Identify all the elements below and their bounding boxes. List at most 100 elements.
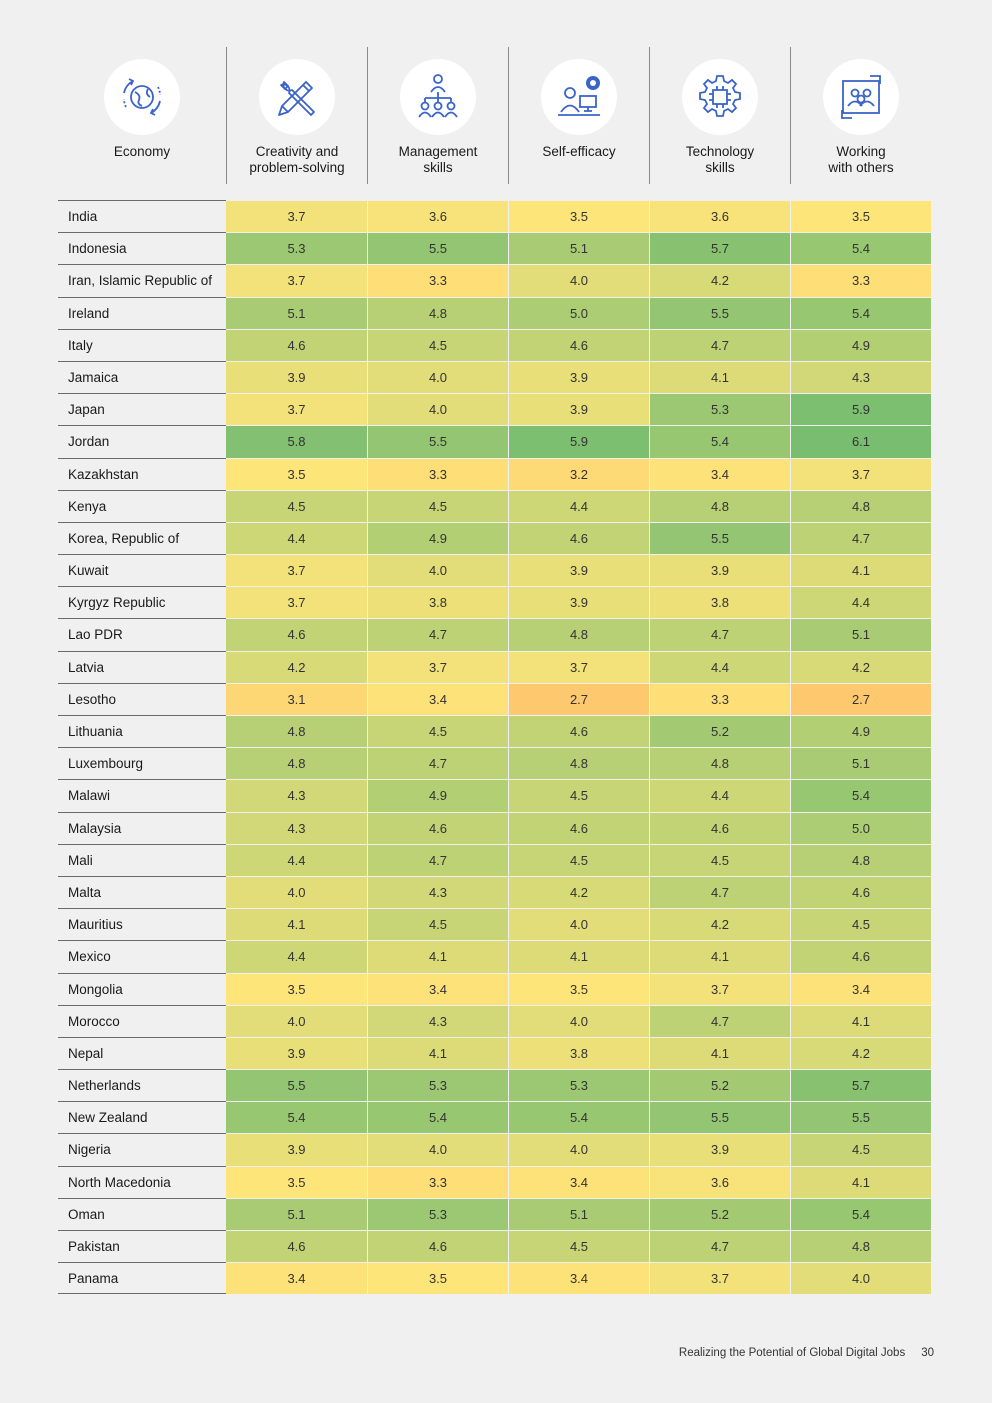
- table-row: Panama 3.4 3.5 3.4 3.7 4.0: [58, 1262, 933, 1295]
- score-cell: 5.2: [649, 715, 790, 748]
- economy-name: Lesotho: [58, 682, 226, 715]
- score-cell: 4.0: [508, 1133, 649, 1166]
- score-cell: 3.9: [508, 360, 649, 394]
- score-cell: 3.9: [508, 393, 649, 426]
- score-cell: 5.1: [226, 296, 367, 329]
- economy-name: Nepal: [58, 1036, 226, 1069]
- economy-name: Jordan: [58, 425, 226, 457]
- economy-name: Mongolia: [58, 972, 226, 1005]
- score-cell: 4.6: [790, 875, 931, 909]
- economy-name: Netherlands: [58, 1069, 226, 1101]
- metric-label: Self-efficacy: [542, 144, 616, 159]
- score-cell: 5.5: [367, 232, 508, 265]
- table-row: Malawi 4.3 4.9 4.5 4.4 5.4: [58, 779, 933, 812]
- score-cell: 4.1: [649, 1036, 790, 1070]
- score-cell: 4.7: [367, 843, 508, 876]
- score-cell: 5.4: [367, 1101, 508, 1134]
- score-cell: 5.3: [226, 232, 367, 265]
- score-cell: 5.9: [790, 393, 931, 426]
- score-cell: 4.6: [508, 715, 649, 748]
- economy-header-label: Economy: [113, 144, 171, 159]
- score-cell: 3.6: [649, 200, 790, 233]
- score-cell: 3.3: [790, 264, 931, 297]
- score-cell: 3.6: [649, 1165, 790, 1198]
- score-cell: 5.4: [508, 1101, 649, 1134]
- technology-column-header: Technology skills: [649, 47, 790, 184]
- score-cell: 3.9: [508, 586, 649, 619]
- score-cell: 4.2: [649, 908, 790, 941]
- score-cell: 3.7: [226, 554, 367, 587]
- score-cell: 4.7: [367, 618, 508, 651]
- score-cell: 4.8: [790, 1230, 931, 1263]
- score-cell: 3.9: [226, 1036, 367, 1070]
- score-cell: 4.2: [649, 264, 790, 297]
- score-cell: 4.2: [226, 650, 367, 683]
- score-cell: 5.3: [649, 393, 790, 426]
- score-cell: 3.2: [508, 457, 649, 490]
- score-cell: 3.8: [508, 1036, 649, 1070]
- score-cell: 4.4: [790, 586, 931, 619]
- score-cell: 5.3: [508, 1069, 649, 1102]
- table-row: Pakistan 4.6 4.6 4.5 4.7 4.8: [58, 1230, 933, 1263]
- score-cell: 4.5: [790, 908, 931, 941]
- economy-name: Ireland: [58, 296, 226, 329]
- score-cell: 4.7: [649, 1004, 790, 1037]
- score-cell: 4.6: [508, 521, 649, 555]
- score-cell: 4.2: [508, 875, 649, 909]
- footer-title: Realizing the Potential of Global Digita…: [678, 1347, 906, 1359]
- score-cell: 4.1: [649, 360, 790, 394]
- table-row: Kuwait 3.7 4.0 3.9 3.9 4.1: [58, 554, 933, 587]
- table-row: Nigeria 3.9 4.0 4.0 3.9 4.5: [58, 1133, 933, 1166]
- economy-name: North Macedonia: [58, 1165, 226, 1198]
- score-cell: 5.2: [649, 1069, 790, 1102]
- score-cell: 5.0: [508, 296, 649, 329]
- table-row: Mexico 4.4 4.1 4.1 4.1 4.6: [58, 940, 933, 973]
- score-cell: 4.0: [226, 1004, 367, 1037]
- table-row: Malta 4.0 4.3 4.2 4.7 4.6: [58, 875, 933, 909]
- globe-cycle-icon: [104, 59, 180, 135]
- score-cell: 3.7: [508, 650, 649, 683]
- score-cell: 3.7: [226, 264, 367, 297]
- table-row: Kyrgyz Republic 3.7 3.8 3.9 3.8 4.4: [58, 586, 933, 619]
- score-cell: 3.7: [367, 650, 508, 683]
- score-cell: 4.0: [367, 554, 508, 587]
- score-cell: 4.0: [367, 393, 508, 426]
- metric-label: Creativity and problem-solving: [249, 144, 345, 175]
- economy-name: Kyrgyz Republic: [58, 586, 226, 618]
- table-row: Mauritius 4.1 4.5 4.0 4.2 4.5: [58, 908, 933, 941]
- score-cell: 4.1: [508, 940, 649, 973]
- table-row: Lao PDR 4.6 4.7 4.8 4.7 5.1: [58, 618, 933, 651]
- economy-name: Jamaica: [58, 360, 226, 393]
- table-row: Netherlands 5.5 5.3 5.3 5.2 5.7: [58, 1069, 933, 1102]
- score-cell: 4.5: [367, 908, 508, 941]
- table-row: North Macedonia 3.5 3.3 3.4 3.6 4.1: [58, 1165, 933, 1198]
- score-cell: 4.8: [790, 843, 931, 876]
- gear-chip-icon: [682, 59, 758, 135]
- score-cell: 4.0: [508, 264, 649, 297]
- score-cell: 4.0: [367, 360, 508, 394]
- score-cell: 5.7: [649, 232, 790, 265]
- economy-name: Pakistan: [58, 1230, 226, 1262]
- score-cell: 4.3: [367, 1004, 508, 1037]
- score-cell: 5.8: [226, 425, 367, 458]
- economy-name: Malawi: [58, 779, 226, 811]
- score-cell: 4.0: [367, 1133, 508, 1166]
- score-cell: 4.1: [790, 554, 931, 587]
- score-cell: 5.5: [790, 1101, 931, 1134]
- economy-name: Malaysia: [58, 811, 226, 844]
- team-hierarchy-icon: [400, 59, 476, 135]
- table-row: Latvia 4.2 3.7 3.7 4.4 4.2: [58, 650, 933, 683]
- score-cell: 4.5: [508, 779, 649, 812]
- table-row: Kenya 4.5 4.5 4.4 4.8 4.8: [58, 489, 933, 522]
- score-cell: 3.5: [508, 200, 649, 233]
- score-cell: 4.5: [367, 715, 508, 748]
- score-cell: 5.4: [790, 232, 931, 265]
- score-cell: 4.0: [226, 875, 367, 909]
- score-cell: 3.4: [508, 1165, 649, 1198]
- economy-name: Lao PDR: [58, 618, 226, 650]
- score-cell: 4.9: [790, 715, 931, 748]
- score-cell: 3.8: [649, 586, 790, 619]
- table-row: Lithuania 4.8 4.5 4.6 5.2 4.9: [58, 715, 933, 748]
- economy-name: India: [58, 200, 226, 232]
- score-cell: 4.5: [367, 489, 508, 522]
